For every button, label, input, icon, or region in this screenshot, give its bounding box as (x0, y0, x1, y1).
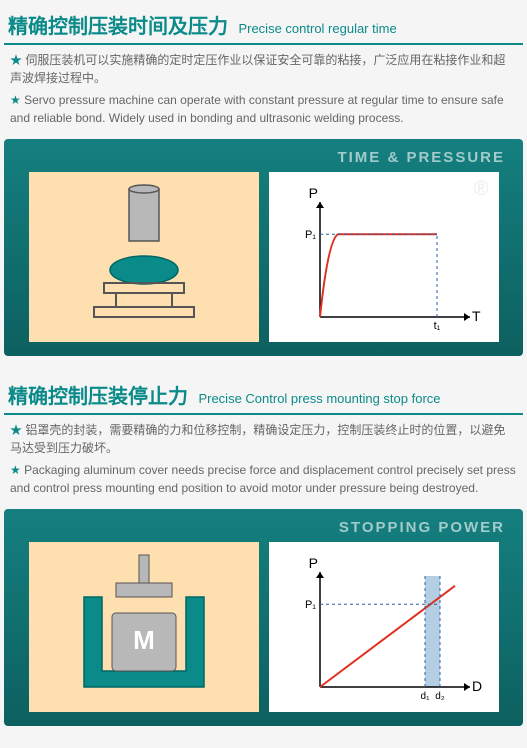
desc-cn: 伺服压装机可以实施精确的定时定压作业以保证安全可靠的粘接，广泛应用在粘接作业和超… (10, 53, 505, 85)
svg-text:P: P (308, 555, 317, 571)
svg-text:t₁: t₁ (433, 320, 440, 332)
desc-cn-row: ★ 伺服压装机可以实施精确的定时定压作业以保证安全可靠的粘接，广泛应用在粘接作业… (10, 51, 517, 87)
desc-block: ★ 伺服压装机可以实施精确的定时定压作业以保证安全可靠的粘接，广泛应用在粘接作业… (4, 51, 523, 139)
svg-text:P₁: P₁ (304, 599, 315, 611)
chart-box: P D P₁ d₁ d₂ (269, 542, 499, 712)
desc-cn: 铝罩壳的封装，需要精确的力和位移控制，精确设定压力，控制压装终止时的位置，以避免… (10, 423, 505, 455)
star-icon: ★ (10, 463, 21, 477)
title-divider (4, 43, 523, 45)
title-cn: 精确控制压装停止力 (8, 386, 188, 408)
svg-text:M: M (133, 625, 155, 655)
desc-block: ★ 铝罩壳的封装，需要精确的力和位移控制，精确设定压力，控制压装终止时的位置，以… (4, 421, 523, 509)
star-icon: ★ (10, 423, 22, 437)
desc-en-row: ★ Packaging aluminum cover needs precise… (10, 461, 517, 497)
desc-en-row: ★ Servo pressure machine can operate wit… (10, 91, 517, 127)
panel-body: ® P T P₁ t₁ (8, 168, 519, 352)
panel-wrap: TIME & PRESSURE ® P T P₁ t₁ (4, 139, 523, 356)
svg-text:T: T (472, 308, 481, 324)
watermark-icon: ® (474, 178, 489, 201)
star-icon: ★ (10, 53, 22, 67)
title-en: Precise control regular time (238, 21, 396, 36)
desc-en: Servo pressure machine can operate with … (10, 93, 504, 125)
panel-header: TIME & PRESSURE (8, 143, 519, 168)
panel-wrap: STOPPING POWER M P D P₁ d₁ d₂ (4, 509, 523, 726)
page-container: 精确控制压装时间及压力 Precise control regular time… (0, 0, 527, 748)
desc-cn-row: ★ 铝罩壳的封装，需要精确的力和位移控制，精确设定压力，控制压装终止时的位置，以… (10, 421, 517, 457)
section-stop-force: 精确控制压装停止力 Precise Control press mounting… (4, 374, 523, 726)
section-time-pressure: 精确控制压装时间及压力 Precise control regular time… (4, 4, 523, 356)
press-diagram-box (29, 172, 259, 342)
panel-body: M P D P₁ d₁ d₂ (8, 538, 519, 722)
svg-text:D: D (472, 678, 482, 694)
panel-header: STOPPING POWER (8, 513, 519, 538)
svg-text:P₁: P₁ (304, 229, 315, 241)
svg-text:d₁: d₁ (420, 691, 430, 702)
motor-diagram-box: M (29, 542, 259, 712)
svg-text:d₂: d₂ (435, 691, 445, 702)
desc-en: Packaging aluminum cover needs precise f… (10, 463, 516, 495)
chart-box: ® P T P₁ t₁ (269, 172, 499, 342)
title-row: 精确控制压装停止力 Precise Control press mounting… (4, 374, 523, 411)
star-icon: ★ (10, 93, 21, 107)
title-row: 精确控制压装时间及压力 Precise control regular time (4, 4, 523, 41)
title-en: Precise Control press mounting stop forc… (198, 391, 440, 406)
title-divider (4, 413, 523, 415)
svg-text:P: P (308, 185, 317, 201)
title-cn: 精确控制压装时间及压力 (8, 16, 228, 38)
